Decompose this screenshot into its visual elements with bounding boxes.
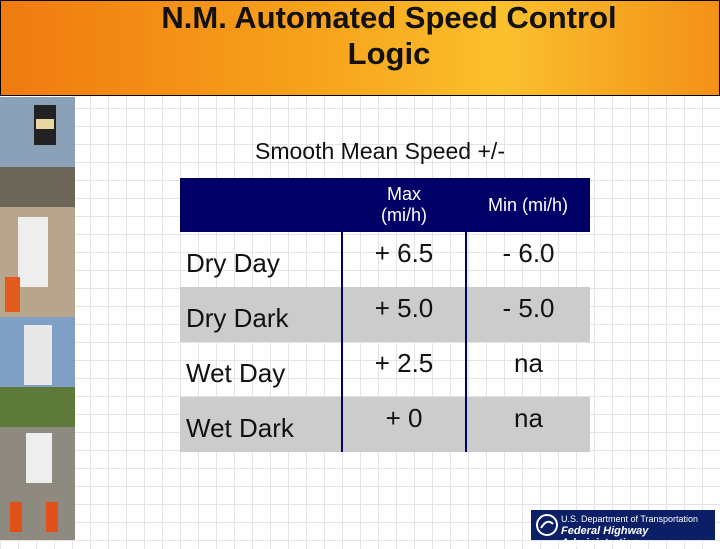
column-header: Max (mi/h) bbox=[342, 178, 466, 232]
value-cell: + 0 bbox=[341, 397, 466, 452]
row-label: Wet Day bbox=[186, 358, 286, 388]
footer-line: U.S. Department of Transportation bbox=[561, 514, 699, 524]
table-row: Wet Dark + 0 na bbox=[180, 397, 590, 452]
header-row: Max (mi/h) Min (mi/h) bbox=[180, 178, 590, 232]
value-cell: - 5.0 bbox=[465, 287, 590, 342]
title-line: Logic bbox=[347, 36, 431, 71]
value-cell: - 6.0 bbox=[465, 232, 590, 287]
value-cell: + 2.5 bbox=[341, 342, 466, 397]
title: N.M. Automated Speed Control Logic bbox=[0, 0, 720, 72]
row-label: Dry Dark bbox=[180, 287, 342, 342]
value-cell: + 5.0 bbox=[341, 287, 466, 342]
title-line: N.M. Automated Speed Control bbox=[161, 0, 617, 35]
row-label: Dry Day bbox=[186, 248, 280, 278]
footer-line: Federal Highway Administration bbox=[561, 525, 649, 549]
table-row: Dry Day + 6.5- 6.0 bbox=[180, 232, 590, 287]
table-row: Wet Day + 2.5 na bbox=[180, 342, 590, 397]
fhwa-logo: U.S. Department of Transportation Federa… bbox=[531, 510, 715, 549]
row-label: Wet Dark bbox=[180, 397, 342, 452]
table-row: Dry Dark + 5.0- 5.0 bbox=[180, 287, 590, 342]
column-header: Min (mi/h) bbox=[466, 178, 590, 232]
value-cell: + 6.5 bbox=[341, 232, 466, 287]
subtitle: Smooth Mean Speed +/- bbox=[255, 138, 505, 164]
photo-strip bbox=[0, 97, 75, 540]
value-cell: na bbox=[465, 342, 590, 397]
corner-cell bbox=[180, 178, 342, 232]
value-cell: na bbox=[465, 397, 590, 452]
speed-table: Max (mi/h) Min (mi/h) Dry Day + 6.5- 6.0 D… bbox=[180, 178, 590, 452]
logo-icon bbox=[536, 514, 558, 536]
title-banner bbox=[0, 0, 720, 96]
